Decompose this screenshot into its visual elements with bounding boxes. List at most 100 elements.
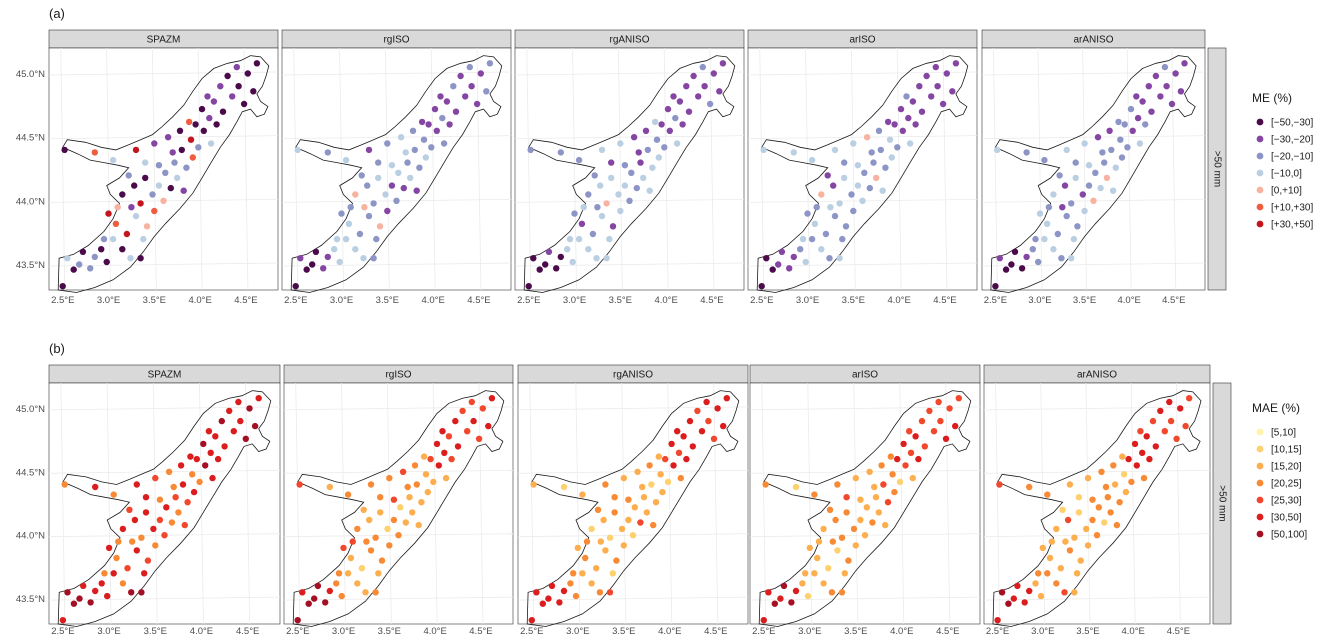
station-point bbox=[1066, 547, 1074, 554]
station-point bbox=[128, 204, 135, 211]
station-point bbox=[701, 83, 708, 90]
legend-label: [+30,+50] bbox=[1271, 220, 1313, 231]
station-point bbox=[457, 72, 464, 80]
station-point bbox=[152, 474, 159, 482]
station-point bbox=[242, 435, 249, 442]
station-point bbox=[1140, 474, 1148, 482]
station-point bbox=[769, 266, 776, 273]
station-point bbox=[1182, 422, 1189, 430]
station-point bbox=[109, 235, 117, 243]
legend-label: [0,+10] bbox=[1271, 186, 1302, 197]
station-point bbox=[1166, 398, 1173, 406]
station-point bbox=[373, 235, 380, 243]
station-point bbox=[689, 443, 696, 450]
x-tick-label: 2.5°E bbox=[752, 626, 775, 637]
station-point bbox=[923, 72, 930, 80]
station-point bbox=[331, 246, 338, 253]
station-point bbox=[620, 542, 627, 549]
station-point bbox=[162, 169, 169, 176]
grid-line bbox=[199, 382, 204, 625]
station-point bbox=[760, 617, 767, 624]
station-point bbox=[404, 159, 411, 166]
station-point bbox=[61, 481, 68, 488]
station-point bbox=[560, 587, 568, 595]
station-point bbox=[181, 521, 188, 529]
station-point bbox=[365, 146, 373, 154]
grid-line bbox=[1130, 382, 1136, 625]
station-point bbox=[360, 255, 367, 262]
station-point bbox=[719, 60, 727, 67]
station-point bbox=[376, 223, 384, 230]
station-point bbox=[229, 93, 236, 100]
x-tick-label: 3.5°E bbox=[1073, 295, 1096, 306]
station-point bbox=[370, 255, 377, 262]
station-point bbox=[422, 154, 429, 161]
station-point bbox=[597, 182, 604, 189]
station-point bbox=[1139, 98, 1146, 105]
station-point bbox=[125, 172, 132, 179]
facet-panel-araniso: arANISO 2.5°E 3.0°E 3.5°E 4.0°E 4.5°E bbox=[981, 29, 1206, 306]
station-point bbox=[530, 255, 537, 262]
station-point bbox=[366, 516, 373, 524]
grid-line bbox=[430, 47, 436, 291]
station-point bbox=[826, 506, 834, 513]
station-point bbox=[909, 98, 917, 105]
station-point bbox=[441, 449, 448, 456]
station-point bbox=[1161, 63, 1169, 71]
grid-line bbox=[432, 382, 438, 625]
grid-line bbox=[981, 135, 1206, 140]
station-point bbox=[589, 230, 597, 238]
station-point bbox=[788, 599, 795, 606]
station-point bbox=[488, 395, 496, 402]
station-point bbox=[142, 174, 149, 182]
station-point bbox=[124, 565, 131, 572]
station-point bbox=[606, 235, 613, 243]
station-point bbox=[863, 504, 870, 511]
station-point bbox=[841, 174, 848, 182]
station-point bbox=[854, 182, 862, 189]
station-point bbox=[873, 174, 880, 182]
station-point bbox=[468, 83, 475, 90]
grid-line bbox=[749, 406, 981, 411]
station-point bbox=[235, 398, 242, 406]
station-point bbox=[1044, 491, 1051, 498]
station-point bbox=[566, 235, 574, 243]
x-tick-label: 4.0°E bbox=[887, 295, 910, 306]
station-point bbox=[882, 521, 889, 529]
legend-key bbox=[1256, 428, 1264, 436]
grid-line bbox=[384, 47, 390, 291]
station-point bbox=[896, 478, 904, 486]
station-point bbox=[382, 191, 389, 198]
station-point bbox=[884, 118, 892, 126]
station-point bbox=[1073, 570, 1081, 577]
station-point bbox=[1148, 108, 1155, 115]
station-point bbox=[530, 481, 537, 488]
station-point bbox=[571, 210, 578, 217]
station-point bbox=[1110, 462, 1117, 469]
station-point bbox=[710, 70, 717, 77]
grid-line bbox=[805, 47, 810, 291]
station-point bbox=[446, 121, 453, 128]
station-point bbox=[297, 255, 304, 262]
station-point bbox=[609, 223, 617, 230]
station-point bbox=[189, 154, 196, 161]
station-point bbox=[233, 63, 240, 71]
region-outline bbox=[756, 55, 969, 293]
station-point bbox=[1023, 253, 1030, 261]
station-point bbox=[582, 554, 589, 562]
station-point bbox=[909, 474, 916, 482]
station-point bbox=[477, 70, 484, 77]
legend-key bbox=[1256, 135, 1264, 143]
station-point bbox=[670, 93, 677, 100]
station-point bbox=[930, 428, 938, 435]
station-point bbox=[388, 162, 396, 169]
station-point bbox=[119, 580, 127, 587]
station-point bbox=[1061, 589, 1068, 596]
station-point bbox=[675, 449, 683, 456]
station-point bbox=[1116, 499, 1123, 506]
x-tick-label: 4.5°E bbox=[700, 295, 723, 306]
station-point bbox=[123, 230, 131, 238]
grid-line bbox=[48, 71, 279, 76]
station-point bbox=[658, 121, 665, 128]
station-point bbox=[151, 207, 158, 215]
